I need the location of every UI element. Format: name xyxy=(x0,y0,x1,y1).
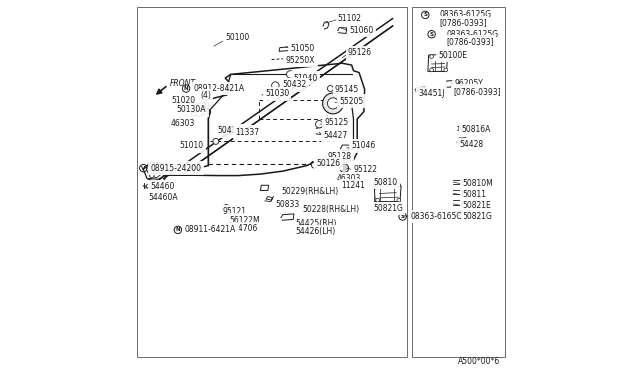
Text: 50821E: 50821E xyxy=(462,201,491,210)
Circle shape xyxy=(213,138,219,144)
Text: 95250X: 95250X xyxy=(286,56,316,65)
Text: 54427: 54427 xyxy=(323,131,348,140)
Text: S: S xyxy=(429,32,434,37)
Text: 51020: 51020 xyxy=(172,96,195,105)
Circle shape xyxy=(196,110,202,116)
Text: 50821G: 50821G xyxy=(462,212,492,221)
Circle shape xyxy=(397,198,401,202)
Text: 95122: 95122 xyxy=(353,165,378,174)
Text: 11241: 11241 xyxy=(342,182,365,190)
Text: 11337: 11337 xyxy=(235,128,259,137)
Text: V: V xyxy=(141,166,145,171)
Text: 55205: 55205 xyxy=(340,97,364,106)
Text: 95128: 95128 xyxy=(328,153,351,161)
Text: 51102: 51102 xyxy=(338,14,362,23)
Text: 51060: 51060 xyxy=(349,26,374,35)
Circle shape xyxy=(459,126,463,130)
Text: 95121: 95121 xyxy=(223,207,246,216)
Text: 95126: 95126 xyxy=(348,48,372,57)
Circle shape xyxy=(328,86,333,92)
Text: 50130A: 50130A xyxy=(177,105,206,114)
Text: 34451J: 34451J xyxy=(419,89,445,98)
Circle shape xyxy=(316,121,323,128)
Text: 50228(RH&LH): 50228(RH&LH) xyxy=(303,205,360,214)
Text: 46303: 46303 xyxy=(170,119,195,128)
Text: [0786-0393]: [0786-0393] xyxy=(453,87,501,96)
Text: 50414: 50414 xyxy=(217,126,241,135)
Text: 08912-8421A: 08912-8421A xyxy=(193,84,244,93)
Circle shape xyxy=(312,162,317,168)
Text: 50100E: 50100E xyxy=(438,51,467,60)
Circle shape xyxy=(376,183,380,187)
Text: 51040: 51040 xyxy=(293,74,317,83)
Text: 50816A: 50816A xyxy=(461,125,491,134)
Circle shape xyxy=(328,98,339,109)
Text: 50821G: 50821G xyxy=(373,204,403,213)
Circle shape xyxy=(196,103,202,109)
Circle shape xyxy=(397,183,401,187)
Text: 08911-6421A: 08911-6421A xyxy=(185,225,236,234)
Circle shape xyxy=(152,185,156,189)
Text: FRONT: FRONT xyxy=(170,79,195,88)
Circle shape xyxy=(223,205,230,212)
Text: 50229(RH&LH): 50229(RH&LH) xyxy=(281,187,338,196)
Text: 54428: 54428 xyxy=(460,140,484,149)
Text: 08363-6125G: 08363-6125G xyxy=(439,10,491,19)
Text: A500*00*6: A500*00*6 xyxy=(458,357,500,366)
Circle shape xyxy=(150,162,154,167)
Text: 50432: 50432 xyxy=(283,80,307,89)
Circle shape xyxy=(287,71,294,78)
Text: 50126: 50126 xyxy=(316,159,340,168)
Text: 50810: 50810 xyxy=(373,178,397,187)
Circle shape xyxy=(216,125,223,131)
Text: (4): (4) xyxy=(200,92,211,100)
Text: 08363-6125G: 08363-6125G xyxy=(447,30,499,39)
Text: 51046: 51046 xyxy=(351,141,376,150)
Text: [0786-0393]: [0786-0393] xyxy=(439,18,486,27)
Text: 50100: 50100 xyxy=(225,33,250,42)
Circle shape xyxy=(444,55,447,58)
Text: 46303: 46303 xyxy=(337,174,361,183)
Text: N: N xyxy=(175,227,180,232)
Text: 08363-6165C: 08363-6165C xyxy=(410,212,461,221)
Circle shape xyxy=(150,173,154,178)
Text: 95125: 95125 xyxy=(324,118,349,127)
Text: 51030: 51030 xyxy=(265,89,289,98)
Circle shape xyxy=(323,93,344,114)
Text: 54460A: 54460A xyxy=(148,193,178,202)
Text: S: S xyxy=(401,214,404,219)
Circle shape xyxy=(147,184,150,188)
Text: 56122M: 56122M xyxy=(229,216,259,225)
Text: 50833: 50833 xyxy=(275,200,300,209)
Text: 51010: 51010 xyxy=(179,141,204,150)
Text: 51050: 51050 xyxy=(291,44,314,53)
Text: 54460: 54460 xyxy=(151,182,175,191)
Text: 96205Y: 96205Y xyxy=(454,79,484,88)
Circle shape xyxy=(376,198,380,202)
Circle shape xyxy=(271,82,279,89)
Text: 50811: 50811 xyxy=(462,190,486,199)
Text: 95145: 95145 xyxy=(335,85,359,94)
Text: N: N xyxy=(184,86,188,91)
Text: 54706: 54706 xyxy=(234,224,258,233)
Circle shape xyxy=(340,164,349,173)
Circle shape xyxy=(429,68,433,72)
Text: S: S xyxy=(423,12,428,17)
Circle shape xyxy=(444,68,447,72)
Text: 54426(LH): 54426(LH) xyxy=(296,227,336,236)
Circle shape xyxy=(429,55,433,58)
Text: [0786-0393]: [0786-0393] xyxy=(447,37,494,46)
Text: 08915-24200: 08915-24200 xyxy=(150,164,202,173)
Text: 50810M: 50810M xyxy=(462,179,493,187)
Circle shape xyxy=(458,138,461,142)
Text: 54425(RH): 54425(RH) xyxy=(296,219,337,228)
